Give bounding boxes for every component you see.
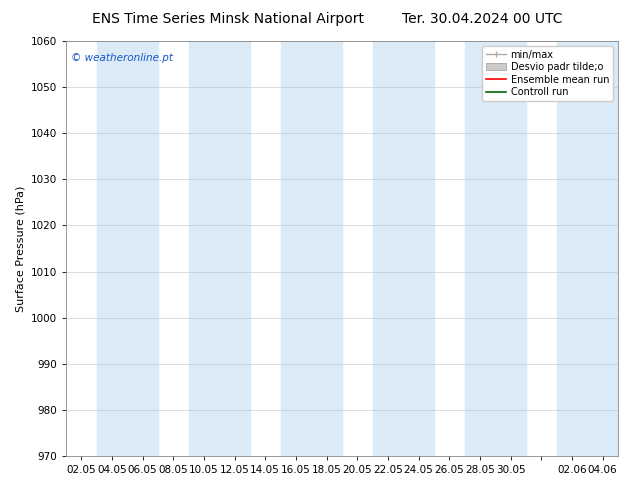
Bar: [373, 41, 434, 456]
Bar: [188, 41, 250, 456]
Bar: [465, 41, 526, 456]
Bar: [280, 41, 342, 456]
Y-axis label: Surface Pressure (hPa): Surface Pressure (hPa): [15, 185, 25, 312]
Legend: min/max, Desvio padr tilde;o, Ensemble mean run, Controll run: min/max, Desvio padr tilde;o, Ensemble m…: [482, 46, 613, 101]
Bar: [557, 41, 618, 456]
Text: ENS Time Series Minsk National Airport: ENS Time Series Minsk National Airport: [92, 12, 365, 26]
Text: Ter. 30.04.2024 00 UTC: Ter. 30.04.2024 00 UTC: [401, 12, 562, 26]
Text: © weatheronline.pt: © weatheronline.pt: [72, 53, 173, 64]
Bar: [96, 41, 158, 456]
